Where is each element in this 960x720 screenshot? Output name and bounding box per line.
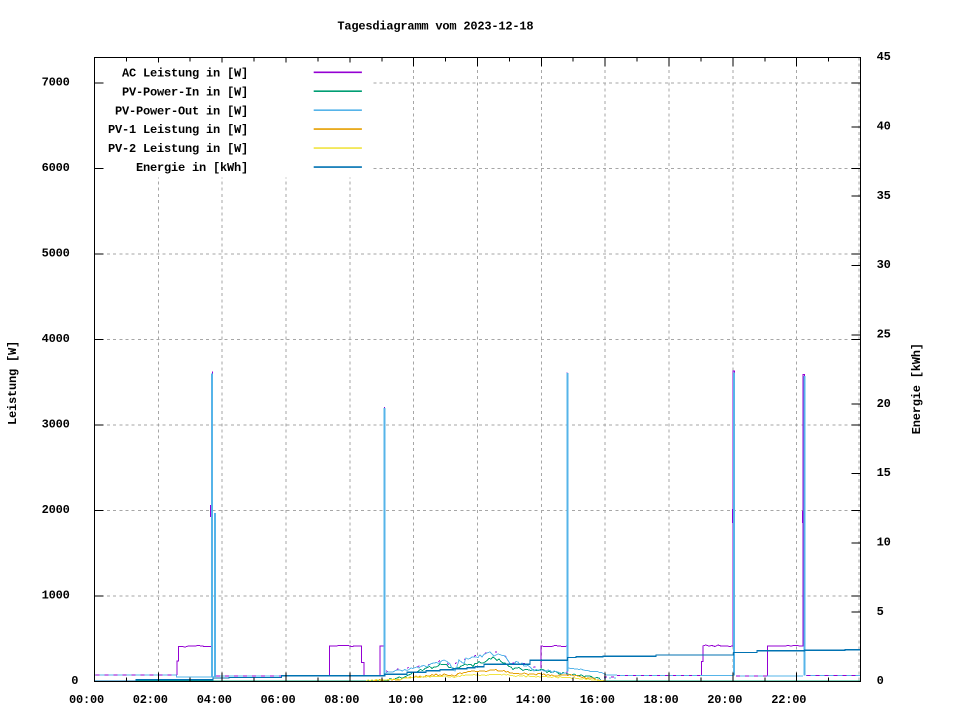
- svg-text:1000: 1000: [42, 589, 70, 603]
- svg-text:02:00: 02:00: [133, 693, 168, 707]
- svg-text:Energie [kWh]: Energie [kWh]: [910, 343, 924, 434]
- svg-text:04:00: 04:00: [197, 693, 232, 707]
- svg-text:Tagesdiagramm vom 2023-12-18: Tagesdiagramm vom 2023-12-18: [337, 20, 533, 34]
- svg-text:25: 25: [877, 328, 891, 342]
- svg-text:00:00: 00:00: [69, 693, 104, 707]
- svg-text:10: 10: [877, 536, 891, 550]
- svg-text:AC Leistung in [W]: AC Leistung in [W]: [122, 66, 248, 80]
- svg-text:20: 20: [877, 397, 891, 411]
- svg-text:0: 0: [877, 674, 884, 688]
- svg-text:Leistung [W]: Leistung [W]: [6, 341, 20, 425]
- svg-text:45: 45: [877, 50, 891, 64]
- svg-text:10:00: 10:00: [388, 693, 423, 707]
- svg-text:7000: 7000: [42, 76, 70, 90]
- svg-text:18:00: 18:00: [643, 693, 678, 707]
- svg-text:22:00: 22:00: [771, 693, 806, 707]
- svg-text:16:00: 16:00: [580, 693, 615, 707]
- svg-text:14:00: 14:00: [516, 693, 551, 707]
- svg-text:35: 35: [877, 189, 891, 203]
- svg-text:4000: 4000: [42, 332, 70, 346]
- svg-text:PV-2 Leistung in [W]: PV-2 Leistung in [W]: [108, 142, 248, 156]
- svg-text:30: 30: [877, 258, 891, 272]
- svg-text:20:00: 20:00: [707, 693, 742, 707]
- svg-text:40: 40: [877, 120, 891, 134]
- svg-text:06:00: 06:00: [260, 693, 295, 707]
- svg-text:15: 15: [877, 466, 891, 480]
- svg-text:0: 0: [71, 674, 78, 688]
- svg-text:6000: 6000: [42, 161, 70, 175]
- svg-text:2000: 2000: [42, 503, 70, 517]
- svg-text:3000: 3000: [42, 418, 70, 432]
- svg-text:PV-Power-Out in [W]: PV-Power-Out in [W]: [115, 104, 248, 118]
- svg-text:08:00: 08:00: [324, 693, 359, 707]
- svg-text:5: 5: [877, 605, 884, 619]
- svg-text:PV-1 Leistung in [W]: PV-1 Leistung in [W]: [108, 123, 248, 137]
- svg-text:12:00: 12:00: [452, 693, 487, 707]
- svg-text:PV-Power-In in [W]: PV-Power-In in [W]: [122, 85, 248, 99]
- svg-text:5000: 5000: [42, 247, 70, 261]
- svg-text:Energie in [kWh]: Energie in [kWh]: [136, 161, 248, 175]
